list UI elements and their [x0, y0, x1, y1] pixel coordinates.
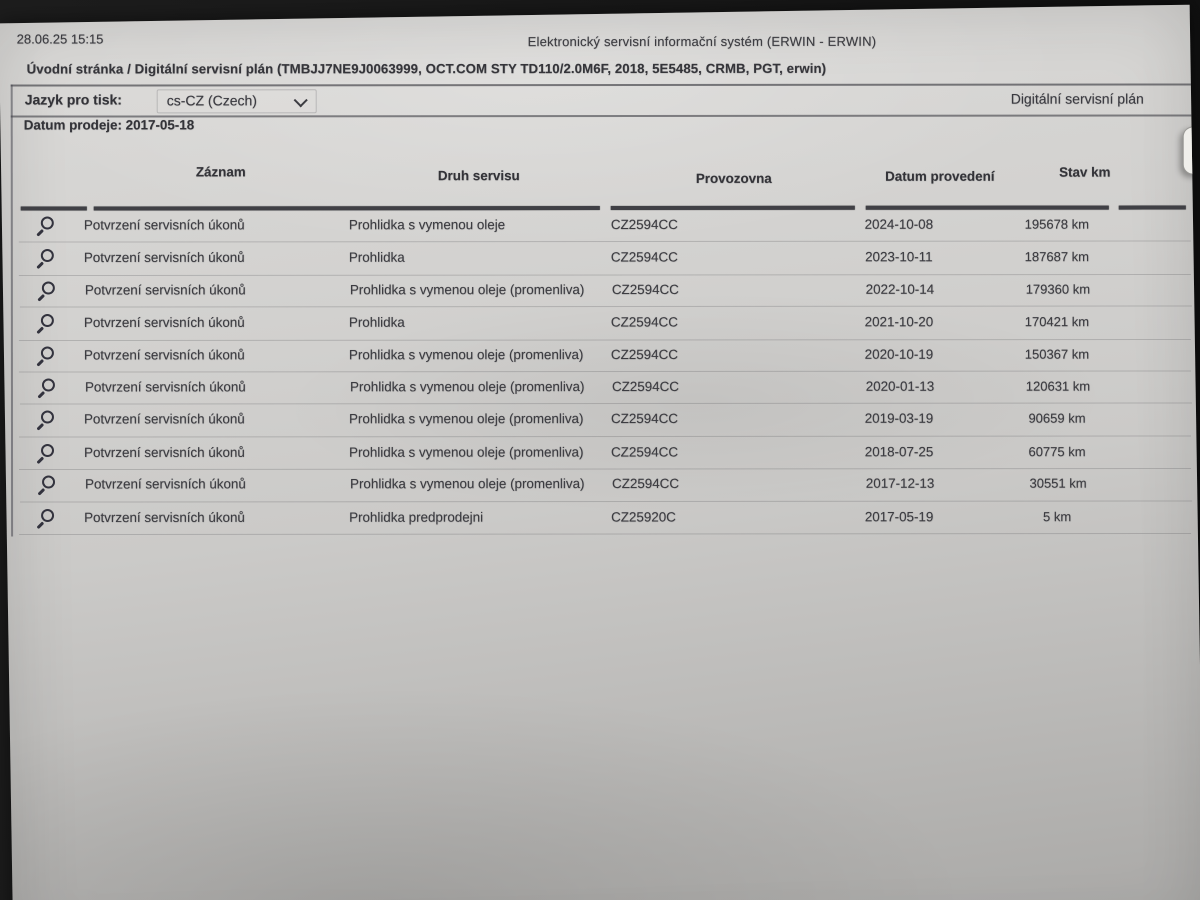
service-date-cell: 2024-10-08 — [864, 216, 934, 232]
table-row: Potvrzení servisních úkonů Prohlidka s v… — [18, 436, 1192, 471]
breadcrumb: Úvodní stránka / Digitální servisní plán… — [26, 60, 827, 77]
workshop-code-cell: CZ2594CC — [611, 378, 679, 394]
odometer-cell: 120631 km — [1025, 378, 1091, 394]
service-type-cell: Prohlidka — [348, 250, 405, 266]
magnifier-icon[interactable] — [37, 217, 55, 235]
odometer-cell: 30551 km — [1029, 475, 1087, 491]
magnifier-icon[interactable] — [38, 281, 56, 299]
column-header-stav-km: Stav km — [1059, 164, 1111, 180]
sale-date-text: Datum prodeje: 2017-05-18 — [23, 117, 195, 133]
service-type-cell: Prohlidka s vymenou oleje (promenliva) — [350, 476, 585, 492]
odometer-cell: 150367 km — [1024, 346, 1090, 362]
service-date-cell: 2018-07-25 — [864, 443, 934, 460]
record-type-cell: Potvrzení servisních úkonů — [84, 282, 246, 298]
service-type-cell: Prohlidka predprodejni — [349, 509, 484, 525]
odometer-cell: 5 km — [1042, 508, 1072, 524]
service-date-cell: 2017-12-13 — [865, 475, 935, 491]
table-row: Potvrzení servisních úkonů Prohlidka CZ2… — [18, 307, 1191, 341]
magnifier-icon[interactable] — [37, 314, 55, 332]
service-type-cell: Prohlidka s vymenou oleje (promenliva) — [349, 281, 585, 298]
workshop-code-cell: CZ2594CC — [612, 476, 680, 492]
language-select[interactable]: cs-CZ (Czech) — [156, 89, 317, 114]
table-row: Potvrzení servisních úkonů Prohlidka s v… — [19, 274, 1192, 308]
odometer-cell: 195678 km — [1024, 216, 1089, 232]
service-date-cell: 2022-10-14 — [865, 281, 935, 297]
workshop-code-cell: CZ2594CC — [610, 249, 678, 265]
panel-left-border — [10, 84, 14, 537]
magnifier-icon[interactable] — [37, 411, 55, 429]
clipped-edge-widget — [1182, 126, 1200, 175]
column-header-datum-provedeni: Datum provedení — [885, 168, 995, 184]
service-type-cell: Prohlidka s vymenou oleje (promenliva) — [349, 378, 585, 395]
system-title: Elektronický servisní informační systém … — [527, 33, 877, 50]
service-date-cell: 2021-10-20 — [864, 314, 934, 330]
magnifier-icon[interactable] — [37, 509, 55, 527]
language-select-value: cs-CZ (Czech) — [166, 92, 257, 109]
workshop-code-cell: CZ2594CC — [611, 281, 679, 297]
service-records-table: Potvrzení servisních úkonů Prohlidka s v… — [18, 209, 1193, 535]
printed-page-content: 28.06.25 15:15 Elektronický servisní inf… — [0, 5, 1200, 900]
magnifier-icon[interactable] — [38, 476, 56, 494]
column-header-zaznam: Záznam — [195, 164, 246, 180]
record-type-cell: Potvrzení servisních úkonů — [84, 509, 245, 525]
table-row: Potvrzení servisních úkonů Prohlidka s v… — [18, 339, 1191, 373]
odometer-cell: 170421 km — [1024, 314, 1090, 330]
column-header-druh-servisu: Druh servisu — [437, 168, 520, 184]
table-row: Potvrzení servisních úkonů Prohlidka CZ2… — [18, 242, 1191, 276]
paper-sheet: 28.06.25 15:15 Elektronický servisní inf… — [0, 4, 1200, 900]
table-row: Potvrzení servisních úkonů Prohlidka s v… — [19, 371, 1192, 405]
service-type-cell: Prohlidka — [348, 314, 405, 330]
magnifier-icon[interactable] — [37, 346, 55, 364]
chevron-down-icon — [293, 93, 308, 108]
magnifier-icon[interactable] — [37, 444, 55, 462]
service-type-cell: Prohlidka s vymenou oleje — [348, 217, 506, 233]
print-timestamp: 28.06.25 15:15 — [16, 31, 104, 47]
workshop-code-cell: CZ2594CC — [610, 314, 678, 330]
odometer-cell: 179360 km — [1025, 281, 1091, 297]
service-date-cell: 2020-10-19 — [864, 346, 934, 362]
service-date-cell: 2019-03-19 — [864, 411, 934, 427]
language-toolbar: Jazyk pro tisk: cs-CZ (Czech) Digitální … — [10, 83, 1200, 118]
workshop-code-cell: CZ25920C — [611, 508, 676, 525]
odometer-cell: 60775 km — [1028, 443, 1086, 459]
page-title: Digitální servisní plán — [1010, 90, 1144, 107]
service-type-cell: Prohlidka s vymenou oleje (promenliva) — [348, 411, 584, 427]
record-type-cell: Potvrzení servisních úkonů — [85, 476, 246, 492]
magnifier-icon[interactable] — [37, 249, 55, 267]
workshop-code-cell: CZ2594CC — [610, 411, 678, 427]
workshop-code-cell: CZ2594CC — [610, 216, 678, 233]
record-type-cell: Potvrzení servisních úkonů — [83, 217, 245, 233]
record-type-cell: Potvrzení servisních úkonů — [83, 411, 245, 427]
table-row: Potvrzení servisních úkonů Prohlidka s v… — [20, 468, 1193, 503]
odometer-cell: 187687 km — [1024, 249, 1090, 265]
column-header-provozovna: Provozovna — [695, 170, 772, 186]
odometer-cell: 90659 km — [1028, 410, 1086, 427]
service-date-cell: 2020-01-13 — [865, 378, 935, 394]
sale-date-bar: Datum prodeje: 2017-05-18 — [13, 114, 1199, 137]
table-row: Potvrzení servisních úkonů Prohlidka s v… — [18, 209, 1191, 243]
workshop-code-cell: CZ2594CC — [610, 346, 678, 362]
record-type-cell: Potvrzení servisních úkonů — [84, 444, 245, 460]
service-type-cell: Prohlidka s vymenou oleje (promenliva) — [348, 346, 584, 362]
table-row: Potvrzení servisních úkonů Prohlidka s v… — [18, 403, 1191, 438]
magnifier-icon[interactable] — [38, 378, 56, 396]
workshop-code-cell: CZ2594CC — [611, 444, 679, 460]
record-type-cell: Potvrzení servisních úkonů — [83, 346, 245, 363]
language-label: Jazyk pro tisk: — [24, 91, 122, 108]
record-type-cell: Potvrzení servisních úkonů — [84, 379, 246, 395]
table-row: Potvrzení servisních úkonů Prohlidka pre… — [19, 501, 1192, 535]
record-type-cell: Potvrzení servisních úkonů — [83, 250, 245, 266]
service-date-cell: 2023-10-11 — [865, 249, 933, 265]
record-type-cell: Potvrzení servisních úkonů — [83, 315, 245, 331]
service-type-cell: Prohlidka s vymenou oleje (promenliva) — [349, 444, 584, 460]
service-date-cell: 2017-05-19 — [864, 508, 934, 524]
